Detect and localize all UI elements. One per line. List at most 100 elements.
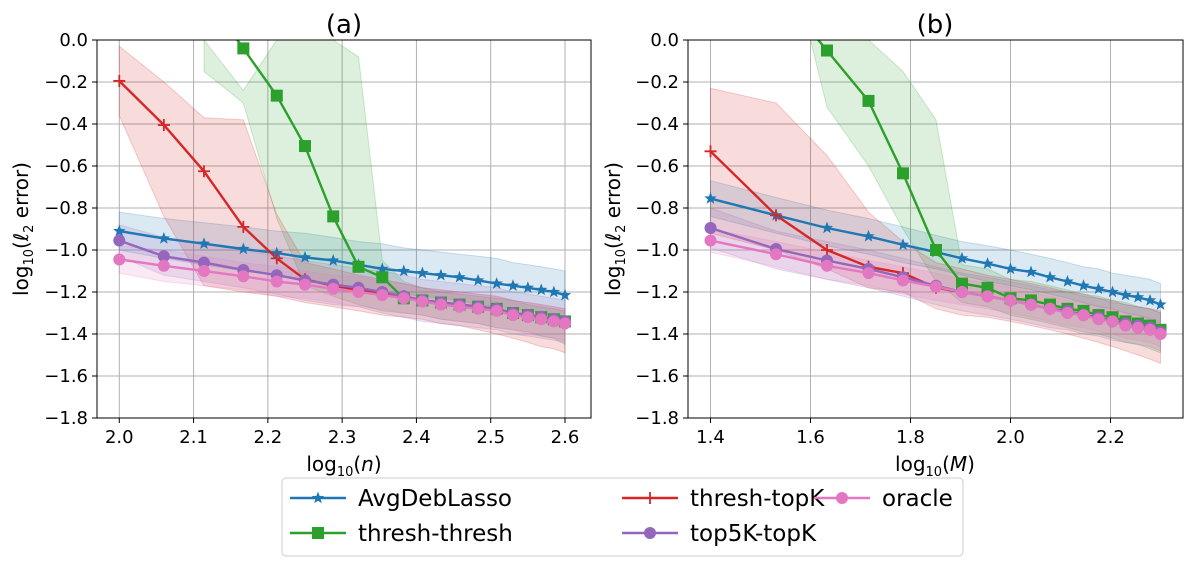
panel-b-band-top5k-topk: [710, 207, 1161, 352]
panel-b-point-top5k-topk: [704, 221, 717, 234]
panel-a-y-tick-label: −1.2: [44, 282, 88, 303]
panel-b-point-oracle: [1106, 315, 1119, 328]
panel-a-point-oracle: [434, 298, 447, 311]
panel-b-point-thresh-thresh: [930, 244, 942, 256]
panel-b-point-oracle: [1154, 328, 1167, 340]
panel-a-point-oracle: [270, 275, 283, 288]
panel-b-y-tick-label: −1.4: [635, 324, 679, 345]
panel-a-point-oracle: [472, 302, 485, 315]
panel-b-point-thresh-thresh: [897, 167, 909, 180]
panel-a-x-tick-label: 2.1: [179, 427, 208, 448]
panel-a-x-tick-label: 2.4: [402, 427, 431, 448]
panel-a-point-oracle: [453, 300, 466, 313]
panel-b-point-avgdeblasso: [955, 251, 969, 264]
panel-b-band-thresh-topk: [710, 87, 1161, 365]
panel-b-point-oracle: [821, 259, 833, 272]
panel-a-point-avgdeblasso: [376, 262, 389, 275]
panel-a-point-thresh-thresh: [352, 260, 365, 273]
panel-a-point-avgdeblasso: [434, 268, 448, 281]
panel-b-x-tick-label: 2.0: [996, 427, 1025, 448]
panel-a-point-oracle: [559, 317, 571, 330]
panel-a-point-oracle: [157, 259, 170, 272]
legend: AvgDebLasso thresh-thresh thresh-topK top5K…: [281, 477, 964, 557]
panel-a-y-tick-label: −1.4: [44, 324, 88, 345]
panel-b-point-oracle: [1119, 319, 1132, 332]
panel-b-point-avgdeblasso: [1131, 290, 1145, 303]
legend-label: thresh-topK: [690, 486, 825, 512]
panel-b-point-oracle: [1077, 309, 1090, 322]
panel-b-y-tick-label: −0.4: [635, 114, 679, 135]
legend-item-thresh-thresh: thresh-thresh: [290, 521, 513, 547]
panel-b-point-oracle: [1044, 302, 1056, 315]
panel-b-point-avgdeblasso: [981, 257, 994, 269]
panel-a-point-oracle: [416, 295, 429, 308]
legend-item-thresh-topk: thresh-topK: [622, 486, 825, 512]
panel-a-band-oracle: [118, 245, 566, 341]
panel-a-point-avgdeblasso: [113, 224, 126, 237]
panel-a-x-tick-label: 2.5: [476, 427, 505, 448]
legend-marker-oracle: [836, 492, 848, 504]
panel-a-point-top5k-topk: [113, 234, 126, 247]
chart-panel-b: (b) 1.4 1.6 1.8 2.0 2.2 0.0 −0.2 −0.4 −0.6 −0.8 −1…: [601, 10, 1184, 480]
panel-a-x-axis-title: log10(n): [306, 452, 381, 480]
panel-a-band-top5k-topk: [118, 224, 566, 344]
panel-b-point-avgdeblasso: [704, 192, 717, 204]
panel-a-point-top5k-topk: [197, 256, 210, 269]
panel-b-point-avgdeblasso: [820, 221, 834, 234]
panel-a-point-thresh-thresh: [237, 42, 250, 55]
panel-b-point-avgdeblasso: [1024, 265, 1038, 278]
panel-b-point-oracle: [897, 274, 909, 287]
panel-b-point-avgdeblasso: [896, 238, 910, 251]
panel-a-point-avgdeblasso: [197, 237, 211, 249]
panel-b-point-thresh-topk: [704, 145, 717, 158]
legend-marker-avgdeblasso: [311, 491, 325, 504]
panel-b-y-tick-label: −0.8: [635, 198, 679, 219]
panel-a-point-avgdeblasso: [416, 266, 429, 279]
panel-b-x-tick-label: 2.2: [1096, 427, 1125, 448]
panel-b-x-axis-title: log10(M): [895, 452, 975, 480]
panel-b-x-tick-label: 1.6: [796, 427, 825, 448]
panel-b-y-tick-label: −0.6: [635, 156, 679, 177]
panel-b-point-thresh-thresh: [821, 44, 833, 57]
panel-b-point-oracle: [1061, 307, 1074, 319]
panel-a-point-thresh-thresh: [376, 271, 389, 284]
panel-b-title: (b): [917, 10, 954, 40]
panel-b-x-tick-label: 1.4: [696, 427, 725, 448]
panel-b-point-avgdeblasso: [1077, 279, 1090, 291]
panel-a-y-tick-label: −0.6: [44, 156, 88, 177]
panel-a-band-thresh-topk: [118, 45, 566, 354]
panel-a-point-oracle: [237, 270, 250, 283]
panel-a-y-tick-label: −0.2: [44, 72, 88, 93]
panel-a-point-avgdeblasso: [506, 279, 520, 291]
panel-b-point-thresh-topk: [821, 244, 833, 256]
panel-a-point-oracle: [352, 286, 365, 298]
panel-a-y-tick-label: −0.8: [44, 198, 88, 219]
panel-a-point-oracle: [521, 311, 534, 324]
panel-a-markers: [113, 42, 572, 330]
panel-b-y-tick-label: 0.0: [650, 30, 679, 51]
panel-b-point-oracle: [1144, 323, 1156, 336]
panel-a-point-thresh-thresh: [299, 140, 311, 153]
panel-a-ticks: 2.0 2.1 2.2 2.3 2.4 2.5 2.6 0.0 −0.2 −0.4 −0.6 −0.8…: [44, 30, 579, 448]
panel-b-point-avgdeblasso: [1106, 285, 1119, 298]
panel-a-point-thresh-topk: [197, 165, 210, 178]
panel-a-point-avgdeblasso: [490, 277, 503, 289]
panel-a-point-thresh-thresh: [270, 89, 283, 102]
panel-a-point-avgdeblasso: [453, 270, 466, 283]
legend-marker-thresh-thresh: [312, 527, 324, 539]
panel-b-point-oracle: [981, 290, 994, 303]
panel-a-point-thresh-topk: [113, 74, 126, 87]
panel-b-point-oracle: [1092, 313, 1105, 326]
panel-a-point-avgdeblasso: [521, 281, 535, 294]
panel-a-point-avgdeblasso: [298, 250, 312, 263]
panel-b-y-tick-label: −0.2: [635, 72, 679, 93]
panel-a-point-oracle: [547, 315, 560, 328]
panel-a-point-avgdeblasso: [547, 285, 561, 298]
panel-b-point-oracle: [1004, 294, 1017, 307]
legend-item-avgdeblasso: AvgDebLasso: [290, 486, 512, 512]
panel-a-point-avgdeblasso: [397, 264, 410, 277]
panel-a-point-oracle: [507, 309, 519, 322]
panel-a-y-tick-label: −1.6: [44, 366, 88, 387]
panel-a-point-top5k-topk: [157, 250, 170, 263]
panel-a-point-oracle: [197, 265, 210, 277]
